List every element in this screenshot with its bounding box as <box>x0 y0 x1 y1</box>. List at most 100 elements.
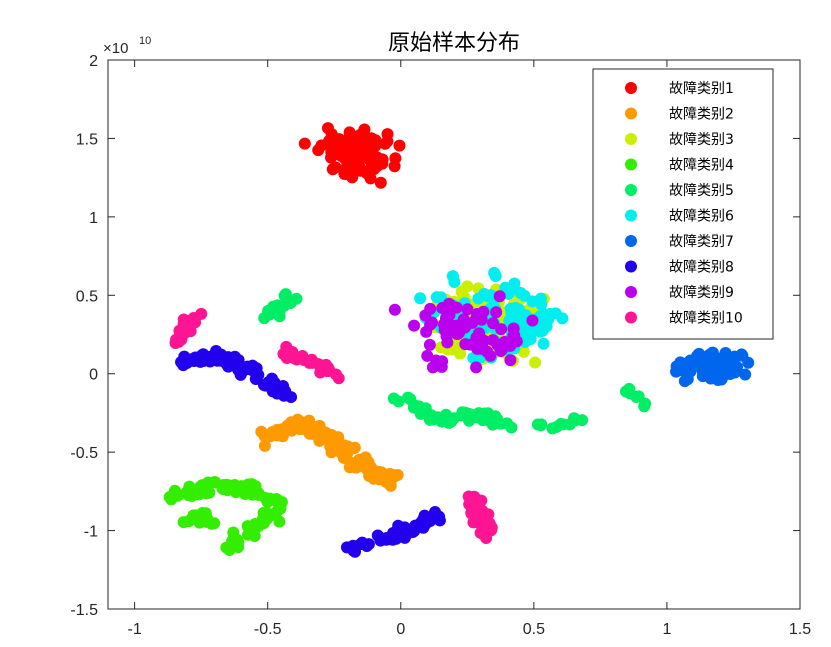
chart-title: 原始样本分布 <box>388 31 520 56</box>
data-point <box>423 338 436 351</box>
data-point <box>471 335 484 348</box>
data-point <box>504 354 517 367</box>
series-1 <box>298 122 406 189</box>
data-point <box>273 305 286 318</box>
y-exponent-base: ×10 <box>103 40 128 57</box>
axes-layer: -1 -0.5 0 0.5 1 1.5 -1.5 -1 -0.5 0 0.5 1 1.5 2 <box>70 53 811 638</box>
data-point <box>484 289 497 302</box>
data-point <box>374 534 387 547</box>
data-point <box>529 356 542 369</box>
data-point <box>439 322 452 335</box>
data-point <box>224 355 237 368</box>
data-point <box>325 429 338 442</box>
data-point <box>535 298 548 311</box>
data-point <box>195 307 208 320</box>
data-point <box>358 149 371 162</box>
data-point <box>259 491 272 504</box>
data-point <box>535 418 548 431</box>
y-tick-label: 1 <box>89 210 98 227</box>
data-point <box>433 413 446 426</box>
data-point <box>327 439 340 452</box>
y-tick-label: 1.5 <box>76 131 98 148</box>
data-point <box>537 337 550 350</box>
legend-label: 故障类别3 <box>669 132 734 148</box>
data-point <box>320 358 333 371</box>
series-5 <box>258 288 652 435</box>
y-tick-label: 0 <box>89 367 98 384</box>
data-point <box>563 418 576 431</box>
series-7 <box>670 346 755 388</box>
data-point <box>424 302 437 315</box>
legend-label: 故障类别4 <box>669 158 734 174</box>
data-point <box>429 506 442 519</box>
data-point <box>470 361 483 374</box>
data-point <box>376 468 389 481</box>
data-point <box>177 313 190 326</box>
data-point <box>249 517 262 530</box>
legend-marker <box>625 158 637 171</box>
data-point <box>264 430 277 443</box>
data-point <box>526 314 539 327</box>
data-point <box>518 289 531 302</box>
data-point <box>554 417 567 430</box>
data-point <box>181 356 194 369</box>
series-4 <box>163 475 288 557</box>
data-point <box>678 375 691 388</box>
x-tick-label: -1 <box>127 621 141 638</box>
data-point <box>173 324 186 337</box>
data-point <box>312 144 325 157</box>
plot-frame <box>107 59 801 610</box>
data-point <box>272 503 285 516</box>
data-point <box>722 357 735 370</box>
data-point <box>472 292 485 305</box>
data-point <box>208 475 221 488</box>
data-point <box>482 411 495 424</box>
data-point <box>345 154 358 167</box>
series-8 <box>175 344 446 558</box>
x-tick-label: 0 <box>396 621 405 638</box>
data-point <box>484 349 497 362</box>
data-point <box>510 335 523 348</box>
data-point <box>481 522 494 535</box>
legend-marker <box>625 286 637 298</box>
data-point <box>455 285 468 298</box>
data-point <box>186 489 199 502</box>
data-point <box>418 403 431 416</box>
data-point <box>408 319 421 332</box>
legend-marker <box>625 235 637 247</box>
data-point <box>459 338 472 351</box>
data-point <box>486 334 499 347</box>
legend-label: 故障类别7 <box>669 234 734 250</box>
data-point <box>355 453 368 466</box>
data-point <box>354 538 367 551</box>
data-point <box>353 129 366 142</box>
data-point <box>416 515 429 528</box>
data-point <box>389 152 402 165</box>
data-point <box>193 516 206 529</box>
legend-label: 故障类别5 <box>669 183 734 199</box>
y-tick-label: -0.5 <box>70 445 98 462</box>
data-point <box>387 392 400 405</box>
data-point <box>265 372 278 385</box>
data-point <box>724 368 737 381</box>
data-point <box>303 356 316 369</box>
legend-marker <box>625 209 637 222</box>
legend: 故障类别1 故障类别2 故障类别3 故障类别4 故障类别5 故障类别6 故障类别7 故障类别8… <box>592 68 774 340</box>
data-point <box>228 480 241 493</box>
legend-label: 故障类别9 <box>669 285 734 301</box>
data-point <box>620 385 633 398</box>
data-point <box>459 406 472 419</box>
y-tick-label: -1 <box>84 524 98 541</box>
data-point <box>461 303 474 316</box>
data-point <box>279 385 292 398</box>
data-point <box>168 484 181 497</box>
data-point <box>325 146 338 159</box>
data-point <box>638 400 651 413</box>
data-point <box>487 317 500 330</box>
data-point <box>476 511 489 524</box>
data-point <box>361 167 374 180</box>
data-point <box>197 354 210 367</box>
series-2 <box>255 413 404 492</box>
data-point <box>420 325 433 338</box>
data-point <box>285 416 298 429</box>
